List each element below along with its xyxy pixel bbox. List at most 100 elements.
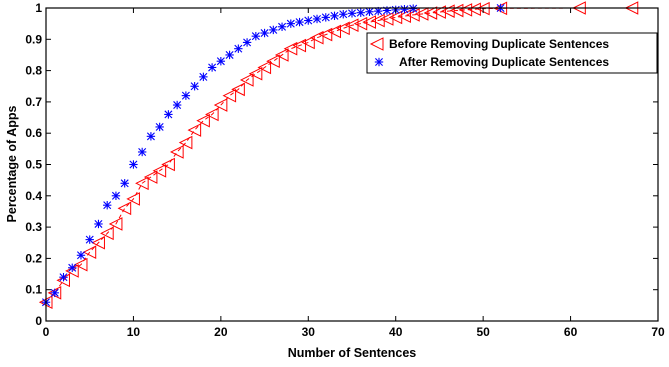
y-tick-label: 0.3 [25, 220, 42, 234]
x-tick-label: 20 [214, 325, 228, 339]
legend-label-after: After Removing Duplicate Sentences [399, 55, 609, 69]
x-tick-label: 50 [476, 325, 490, 339]
data-point-before [301, 35, 315, 50]
data-point-before [178, 135, 193, 150]
data-point-after [50, 288, 59, 298]
y-tick-label: 1 [35, 1, 42, 15]
data-point-after [295, 17, 304, 27]
data-point-before [318, 27, 333, 42]
data-point-before [204, 107, 219, 122]
data-point-before [222, 88, 237, 103]
data-point-before [100, 226, 114, 241]
data-point-after [225, 50, 234, 60]
data-point-before [117, 201, 132, 216]
data-point-before [414, 7, 429, 21]
data-point-before [432, 5, 446, 19]
data-point-after [207, 63, 217, 72]
data-point-after [199, 72, 208, 82]
data-point-after [321, 13, 330, 22]
data-point-after [304, 16, 313, 25]
data-point-before [196, 113, 210, 128]
data-point-before [458, 3, 473, 17]
data-point-before [257, 60, 272, 75]
data-point-after [365, 7, 374, 16]
data-point-after [234, 44, 243, 53]
data-point-before [170, 145, 184, 159]
data-point-after [347, 9, 357, 18]
data-point-after [374, 6, 383, 16]
data-point-before [143, 170, 158, 184]
data-point-after [94, 219, 103, 229]
data-point-before [239, 73, 254, 87]
data-point-before [292, 38, 307, 53]
data-point-before [248, 66, 263, 81]
data-point-after [286, 19, 295, 28]
data-point-before [274, 48, 289, 62]
y-axis-label: Percentage of Apps [5, 105, 19, 222]
data-point-after [111, 191, 121, 200]
data-point-after [155, 122, 164, 132]
data-point-after [172, 100, 182, 110]
x-tick-label: 10 [127, 325, 141, 339]
data-point-after [76, 251, 86, 260]
data-point-after [164, 110, 173, 119]
data-point-after [330, 11, 339, 21]
legend: Before Removing Duplicate Sentences Afte… [366, 32, 658, 74]
data-point-after [400, 5, 409, 14]
x-tick-label: 40 [389, 325, 403, 339]
x-axis-ticks: 0 10 20 30 40 50 60 70 [43, 8, 665, 339]
data-point-after [146, 132, 156, 141]
data-point-after [409, 4, 418, 13]
data-point-after [339, 10, 348, 19]
y-tick-label: 0.7 [25, 95, 42, 109]
y-tick-label: 0.9 [25, 32, 42, 46]
data-point-after [129, 160, 138, 169]
data-point-after [260, 28, 269, 38]
y-tick-label: 0.1 [25, 283, 42, 297]
data-point-before [161, 157, 175, 172]
data-point-before [327, 24, 342, 39]
data-point-before [108, 217, 123, 231]
data-point-before [423, 6, 438, 20]
data-point-after [181, 91, 191, 100]
data-point-before [467, 2, 481, 17]
y-tick-label: 0.4 [25, 189, 42, 203]
data-point-after [59, 272, 68, 282]
x-tick-label: 70 [651, 325, 665, 339]
data-point-before [309, 30, 324, 45]
data-point-after [103, 200, 112, 210]
plot-markers [38, 1, 639, 310]
data-point-before [91, 235, 105, 250]
y-axis-ticks: 0 0.1 0.2 0.3 0.4 0.5 0.6 0.7 0.8 0.9 1 [25, 1, 658, 328]
legend-entry-after: After Removing Duplicate Sentences [374, 55, 609, 69]
y-tick-label: 0.8 [25, 64, 42, 78]
data-point-before [231, 82, 245, 97]
legend-entry-before: Before Removing Duplicate Sentences [369, 37, 609, 51]
data-point-before [336, 21, 350, 36]
data-point-after [269, 25, 278, 35]
data-point-before [213, 98, 228, 112]
y-tick-label: 0 [35, 314, 42, 328]
data-point-after [190, 82, 199, 91]
data-point-after [85, 235, 94, 244]
data-point-before [187, 123, 202, 137]
data-point-before [266, 54, 280, 69]
legend-box [366, 32, 658, 74]
data-point-before [283, 41, 298, 56]
data-point-after [312, 14, 322, 24]
legend-label-before: Before Removing Duplicate Sentences [389, 37, 609, 51]
data-point-after [251, 31, 261, 41]
legend-marker-before [369, 37, 384, 51]
data-point-after [216, 57, 226, 66]
data-point-after [242, 38, 252, 47]
legend-marker-after [374, 57, 384, 67]
data-point-before [152, 163, 167, 178]
data-point-before [126, 192, 140, 206]
data-point-before [73, 257, 88, 272]
y-tick-label: 0.2 [25, 251, 42, 265]
x-tick-label: 30 [302, 325, 316, 339]
data-point-after [356, 8, 365, 17]
x-tick-label: 60 [564, 325, 578, 339]
